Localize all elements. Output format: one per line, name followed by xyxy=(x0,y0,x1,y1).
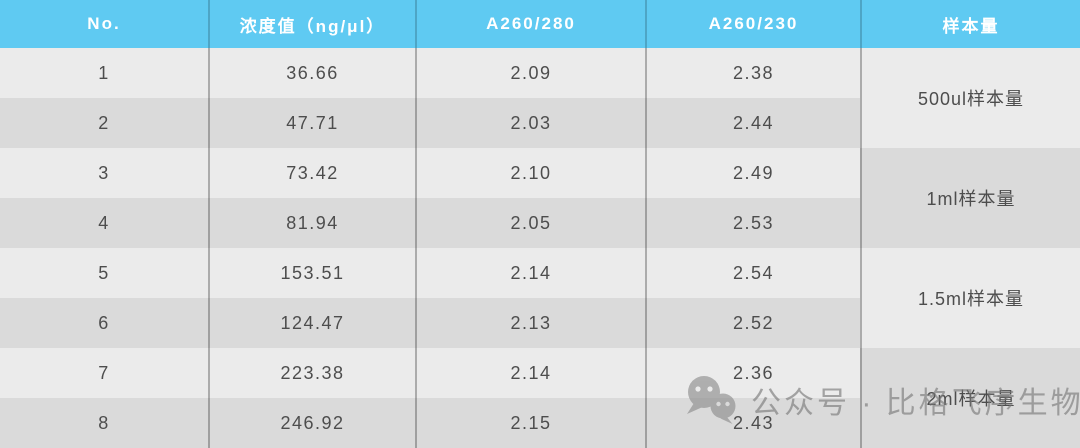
cell-a260-280: 2.14 xyxy=(415,248,645,298)
column-header-a260-280: A260/280 xyxy=(415,0,645,48)
column-header-sample-volume: 样本量 xyxy=(860,0,1080,48)
cell-a260-230: 2.36 xyxy=(645,348,860,398)
table-header-row: No. 浓度值（ng/μl） A260/280 A260/230 样本量 xyxy=(0,0,1080,48)
cell-concentration: 124.47 xyxy=(208,298,415,348)
cell-concentration: 153.51 xyxy=(208,248,415,298)
cell-concentration: 47.71 xyxy=(208,98,415,148)
cell-no: 7 xyxy=(0,348,208,398)
cell-no: 2 xyxy=(0,98,208,148)
table-row: 2 47.71 2.03 2.44 xyxy=(0,98,1080,148)
cell-no: 4 xyxy=(0,198,208,248)
cell-a260-280: 2.15 xyxy=(415,398,645,448)
cell-a260-280: 2.13 xyxy=(415,298,645,348)
cell-a260-230: 2.44 xyxy=(645,98,860,148)
sample-volume-group-1-5ml: 1.5ml样本量 xyxy=(860,248,1080,348)
cell-a260-230: 2.53 xyxy=(645,198,860,248)
cell-concentration: 73.42 xyxy=(208,148,415,198)
cell-a260-230: 2.38 xyxy=(645,48,860,98)
table-row: 7 223.38 2.14 2.36 2ml样本量 xyxy=(0,348,1080,448)
sample-volume-group-2ml: 2ml样本量 xyxy=(860,348,1080,448)
table-row: 8 246.92 2.15 2.43 xyxy=(0,398,1080,448)
sample-volume-group-500ul: 500ul样本量 xyxy=(860,48,1080,148)
cell-no: 3 xyxy=(0,148,208,198)
table-row: 1 36.66 2.09 2.38 500ul样本量 xyxy=(0,48,1080,148)
cell-no: 8 xyxy=(0,398,208,448)
cell-concentration: 246.92 xyxy=(208,398,415,448)
cell-concentration: 36.66 xyxy=(208,48,415,98)
cell-a260-230: 2.54 xyxy=(645,248,860,298)
cell-a260-280: 2.03 xyxy=(415,98,645,148)
cell-a260-280: 2.09 xyxy=(415,48,645,98)
column-header-no: No. xyxy=(0,0,208,48)
cell-a260-280: 2.05 xyxy=(415,198,645,248)
column-header-a260-230: A260/230 xyxy=(645,0,860,48)
table-row: 4 81.94 2.05 2.53 xyxy=(0,198,1080,248)
cell-no: 5 xyxy=(0,248,208,298)
table-row: 3 73.42 2.10 2.49 1ml样本量 xyxy=(0,148,1080,248)
cell-a260-280: 2.14 xyxy=(415,348,645,398)
cell-no: 1 xyxy=(0,48,208,98)
cell-no: 6 xyxy=(0,298,208,348)
table-row: 5 153.51 2.14 2.54 1.5ml样本量 xyxy=(0,248,1080,348)
sample-volume-group-1ml: 1ml样本量 xyxy=(860,148,1080,248)
column-header-concentration: 浓度值（ng/μl） xyxy=(208,0,415,48)
cell-concentration: 81.94 xyxy=(208,198,415,248)
cell-a260-280: 2.10 xyxy=(415,148,645,198)
cell-a260-230: 2.43 xyxy=(645,398,860,448)
cell-a260-230: 2.49 xyxy=(645,148,860,198)
cell-a260-230: 2.52 xyxy=(645,298,860,348)
cell-concentration: 223.38 xyxy=(208,348,415,398)
table-row: 6 124.47 2.13 2.52 xyxy=(0,298,1080,348)
